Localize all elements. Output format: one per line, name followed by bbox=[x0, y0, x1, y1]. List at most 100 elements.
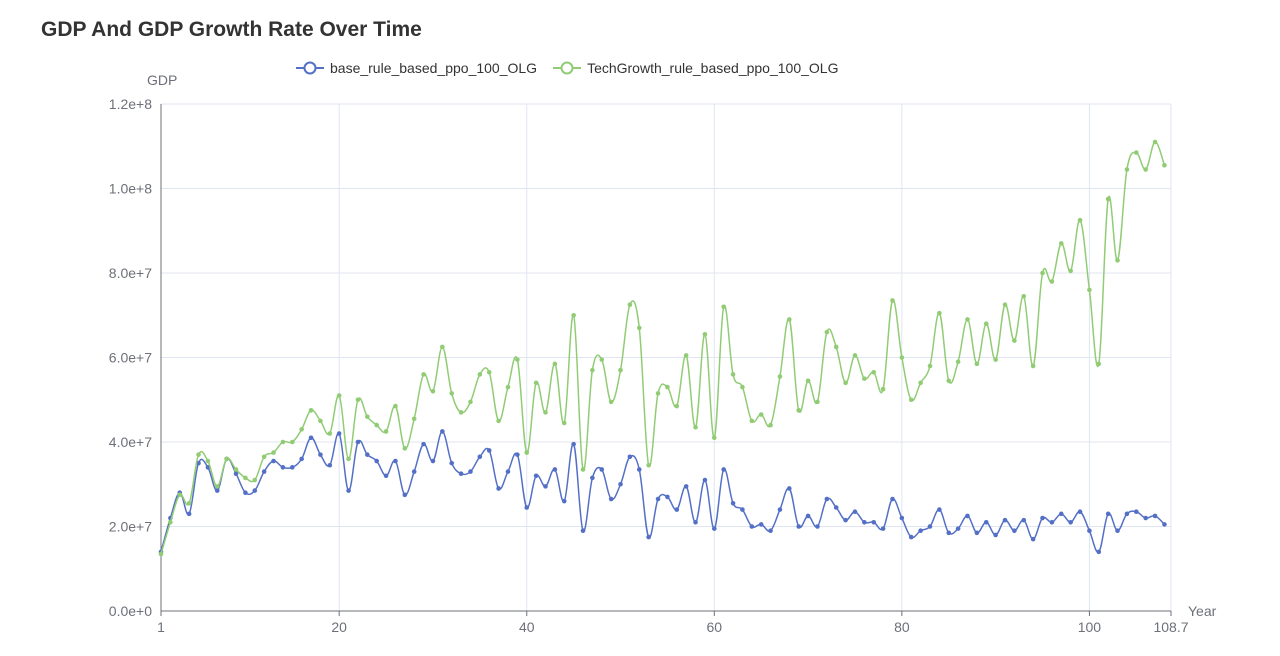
data-point bbox=[383, 473, 389, 479]
data-point bbox=[346, 488, 351, 493]
data-point bbox=[599, 467, 605, 472]
data-point bbox=[843, 517, 848, 523]
data-point bbox=[177, 492, 183, 498]
data-point bbox=[937, 507, 942, 512]
y-tick-label: 0.0e+0 bbox=[109, 603, 152, 619]
data-point bbox=[908, 534, 914, 540]
data-point bbox=[205, 458, 211, 464]
y-tick-label: 2.0e+7 bbox=[109, 519, 152, 535]
data-point bbox=[946, 530, 952, 536]
data-point bbox=[393, 458, 398, 464]
data-point bbox=[186, 511, 192, 517]
data-point bbox=[796, 524, 801, 529]
data-point bbox=[486, 448, 492, 453]
data-point bbox=[1030, 363, 1036, 369]
data-point bbox=[458, 410, 464, 415]
data-point bbox=[289, 465, 295, 470]
data-point bbox=[1162, 522, 1167, 527]
data-point bbox=[871, 369, 877, 375]
data-point bbox=[590, 367, 595, 373]
data-point bbox=[158, 551, 164, 557]
data-point bbox=[289, 439, 295, 445]
data-point bbox=[824, 329, 830, 335]
legend-marker-techgrowth bbox=[553, 61, 582, 75]
data-point bbox=[871, 519, 877, 525]
data-point bbox=[402, 492, 408, 498]
data-point bbox=[486, 369, 492, 375]
data-point bbox=[336, 431, 342, 436]
data-point bbox=[805, 513, 811, 519]
data-point bbox=[1021, 293, 1027, 299]
data-point bbox=[833, 344, 839, 350]
data-point bbox=[1040, 515, 1045, 521]
data-point bbox=[1077, 217, 1083, 223]
data-point bbox=[458, 471, 464, 476]
data-point bbox=[646, 534, 651, 540]
data-point bbox=[1124, 167, 1130, 172]
data-point bbox=[524, 450, 530, 455]
data-point bbox=[711, 526, 717, 531]
legend-item-techgrowth[interactable]: TechGrowth_rule_based_ppo_100_OLG bbox=[553, 60, 838, 76]
data-point bbox=[308, 435, 314, 441]
data-point bbox=[880, 526, 886, 531]
data-point bbox=[233, 471, 239, 476]
data-point bbox=[355, 397, 361, 403]
x-axis-label: Year bbox=[1188, 603, 1217, 619]
data-point bbox=[674, 403, 680, 409]
data-point bbox=[252, 488, 258, 493]
data-point bbox=[721, 467, 726, 472]
data-point bbox=[1134, 509, 1139, 515]
y-tick-label: 1.2e+8 bbox=[109, 96, 152, 112]
data-point bbox=[711, 435, 717, 441]
data-point bbox=[1152, 139, 1158, 145]
legend-item-base[interactable]: base_rule_based_ppo_100_OLG bbox=[296, 60, 537, 76]
chart-title: GDP And GDP Growth Rate Over Time bbox=[41, 18, 422, 41]
data-point bbox=[477, 454, 483, 460]
x-tick-label: 108.7 bbox=[1153, 619, 1188, 635]
y-tick-label: 6.0e+7 bbox=[109, 350, 152, 366]
data-point bbox=[665, 494, 670, 500]
data-point bbox=[561, 420, 567, 426]
data-point bbox=[1030, 536, 1036, 542]
data-point bbox=[186, 500, 192, 506]
data-point bbox=[271, 458, 276, 464]
data-point bbox=[702, 331, 708, 337]
data-point bbox=[552, 361, 558, 367]
data-point bbox=[308, 408, 314, 413]
data-point bbox=[768, 422, 773, 428]
data-point bbox=[862, 376, 867, 381]
data-point bbox=[655, 496, 661, 502]
data-point bbox=[1162, 162, 1167, 168]
data-point bbox=[927, 524, 933, 529]
data-point bbox=[327, 431, 333, 436]
data-point bbox=[1115, 528, 1120, 534]
data-point bbox=[740, 507, 745, 512]
data-point bbox=[261, 469, 267, 474]
data-point bbox=[777, 507, 783, 512]
data-point bbox=[411, 416, 417, 422]
data-point bbox=[955, 526, 961, 531]
data-point bbox=[477, 372, 483, 377]
data-point bbox=[571, 312, 576, 318]
y-axis-label: GDP bbox=[147, 72, 177, 88]
data-point bbox=[740, 384, 745, 390]
data-point bbox=[787, 486, 792, 491]
data-point bbox=[271, 450, 276, 455]
data-point bbox=[796, 408, 801, 413]
legend-label-techgrowth: TechGrowth_rule_based_ppo_100_OLG bbox=[587, 60, 839, 76]
data-point bbox=[618, 481, 623, 487]
data-point bbox=[1021, 517, 1027, 523]
data-point bbox=[946, 378, 952, 384]
data-point bbox=[365, 414, 370, 419]
x-tick-label: 20 bbox=[331, 619, 347, 635]
data-point bbox=[768, 528, 773, 534]
y-tick-label: 8.0e+7 bbox=[109, 265, 152, 281]
data-point bbox=[974, 361, 980, 367]
y-tick-label: 4.0e+7 bbox=[109, 434, 152, 450]
data-point bbox=[955, 359, 961, 365]
data-point bbox=[505, 384, 511, 390]
data-point bbox=[440, 344, 445, 350]
data-point bbox=[336, 393, 342, 398]
data-point bbox=[261, 454, 267, 460]
data-point bbox=[965, 317, 970, 322]
